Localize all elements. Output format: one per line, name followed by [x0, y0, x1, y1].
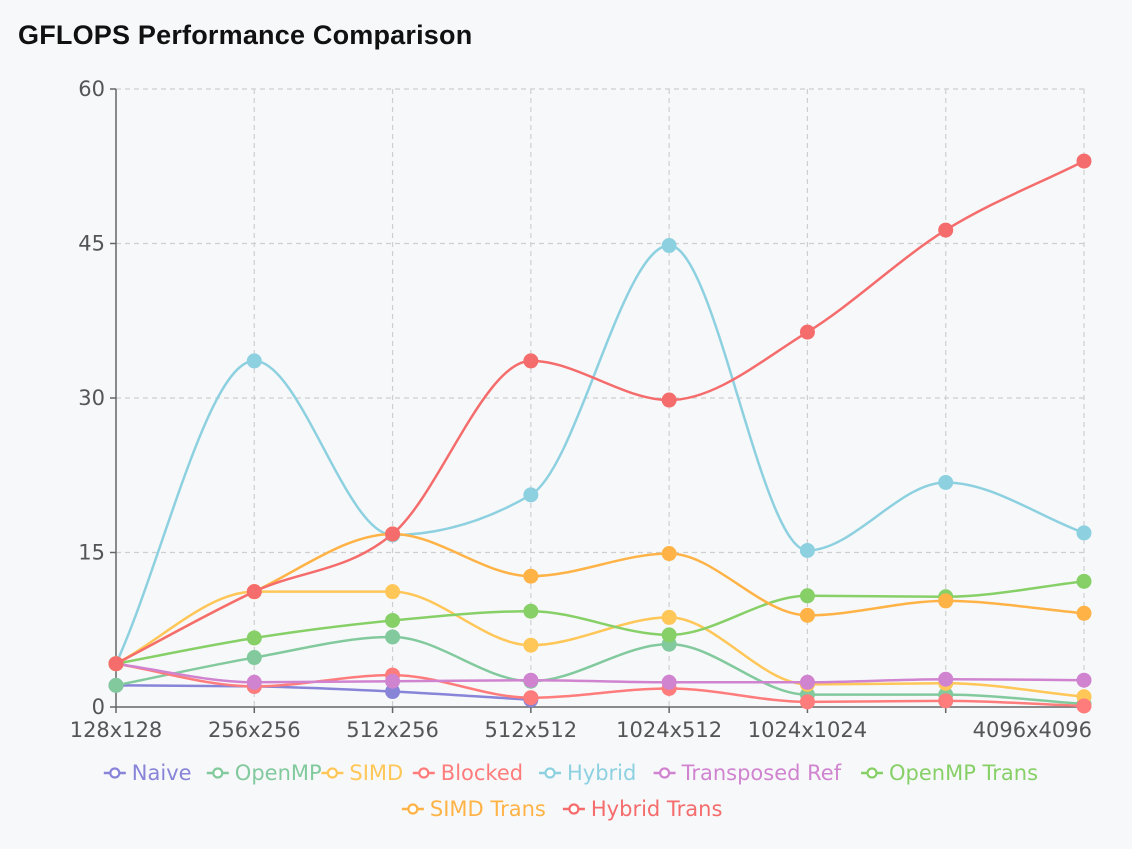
legend-swatch-dot [326, 767, 338, 779]
series-hybrid [108, 238, 1092, 672]
data-point-hybrid-trans [661, 392, 677, 408]
x-tick-label: 512x256 [346, 718, 439, 742]
series-line-openmp [115, 635, 1085, 706]
data-point-hybrid-trans [1076, 153, 1092, 169]
data-point-hybrid-trans [108, 656, 124, 672]
legend-label: Hybrid Trans [591, 797, 723, 821]
data-point-hybrid-trans [938, 222, 954, 238]
legend-label: Blocked [441, 761, 523, 785]
legend-label: SIMD [349, 761, 403, 785]
legend-swatch-dot [658, 767, 671, 779]
data-point-openmp-trans [246, 630, 262, 646]
data-point-simd [523, 637, 539, 653]
data-point-simd-trans [799, 607, 815, 623]
data-point-hybrid-trans [523, 353, 539, 369]
data-point-openmp-trans [799, 588, 815, 604]
data-point-blocked [799, 694, 815, 710]
data-point-transposed-ref [799, 674, 815, 690]
legend-item-simd-trans[interactable]: SIMD Trans [401, 797, 546, 821]
legend-item-openmp-trans[interactable]: OpenMP Trans [861, 761, 1038, 785]
y-tick-label: 60 [78, 77, 105, 101]
legend-item-blocked[interactable]: Blocked [412, 761, 523, 785]
series-line-hybrid-trans [115, 159, 1085, 665]
data-point-simd-trans [938, 593, 954, 609]
legend-label: Naive [132, 761, 192, 785]
series-line-blocked [115, 662, 1085, 708]
data-point-hybrid [1076, 525, 1092, 541]
legend-item-openmp[interactable]: OpenMP [206, 761, 322, 785]
data-point-blocked [523, 690, 539, 706]
data-point-simd-trans [523, 568, 539, 584]
legend[interactable]: Naive OpenMP SIMD Blocked Hybrid Transposed R… [103, 761, 1038, 821]
x-tick-label: 256x256 [208, 718, 301, 742]
legend-item-transposed-ref[interactable]: Transposed Ref [653, 761, 842, 785]
legend-swatch-dot [544, 767, 556, 779]
x-tick-label: 128x128 [70, 718, 163, 742]
data-point-openmp [246, 650, 262, 666]
series-line-openmp-trans [115, 580, 1085, 665]
data-point-hybrid-trans [246, 584, 262, 600]
legend-swatch-dot [212, 767, 224, 779]
legend-item-hybrid-trans[interactable]: Hybrid Trans [562, 797, 723, 821]
x-tick-label: 1024x1024 [748, 718, 867, 742]
legend-swatch-dot [407, 803, 419, 815]
data-point-simd [661, 609, 677, 625]
data-point-openmp-trans [523, 603, 539, 619]
data-point-hybrid [799, 542, 815, 558]
legend-swatch-dot [109, 767, 121, 779]
legend-swatch-dot [866, 767, 878, 779]
data-point-hybrid [661, 238, 677, 254]
legend-label: OpenMP [235, 761, 322, 785]
data-point-hybrid-trans [799, 324, 815, 340]
data-point-transposed-ref [523, 672, 539, 688]
series-blocked [108, 656, 1092, 714]
data-point-transposed-ref [1076, 672, 1092, 688]
data-point-hybrid [938, 474, 954, 490]
data-point-blocked [1076, 698, 1092, 714]
legend-label: SIMD Trans [430, 797, 546, 821]
data-point-simd-trans [661, 546, 677, 562]
x-tick-label: 512x512 [485, 718, 578, 742]
x-tick-label: 1024x512 [616, 718, 722, 742]
data-point-blocked [938, 693, 954, 709]
data-point-openmp [385, 629, 401, 645]
y-tick-label: 15 [78, 541, 105, 565]
series-lines [108, 153, 1092, 714]
series-hybrid-trans [108, 153, 1092, 672]
legend-item-hybrid[interactable]: Hybrid [539, 761, 636, 785]
y-tick-label: 45 [78, 232, 105, 256]
data-point-openmp-trans [385, 612, 401, 628]
data-point-hybrid [523, 487, 539, 503]
legend-label: Hybrid [567, 761, 636, 785]
grid-lines [116, 88, 1085, 707]
axes: 0 15 30 45 60 128x128 256x256 512x256 512x512 102… [70, 77, 1092, 742]
legend-item-naive[interactable]: Naive [103, 761, 192, 785]
data-point-transposed-ref [246, 674, 262, 690]
y-tick-label: 0 [92, 695, 105, 719]
chart-title: GFLOPS Performance Comparison [18, 20, 473, 50]
data-point-simd [385, 584, 401, 600]
y-tick-label: 30 [78, 386, 105, 410]
series-line-simd [115, 590, 1085, 698]
data-point-transposed-ref [661, 674, 677, 690]
data-point-openmp-trans [1076, 573, 1092, 589]
series-line-naive [115, 684, 531, 702]
data-point-transposed-ref [938, 671, 954, 687]
data-point-openmp-trans [661, 627, 677, 643]
legend-item-simd[interactable]: SIMD [321, 761, 403, 785]
data-point-transposed-ref [385, 673, 401, 689]
legend-label: OpenMP Trans [889, 761, 1038, 785]
data-point-simd-trans [1076, 605, 1092, 621]
data-point-hybrid-trans [385, 526, 401, 542]
x-tick-label: 4096x4096 [973, 718, 1092, 742]
legend-swatch-dot [568, 803, 580, 815]
series-line-transposed-ref [115, 662, 1085, 684]
legend-swatch-dot [418, 767, 430, 779]
data-point-hybrid [246, 353, 262, 369]
data-point-openmp [108, 677, 124, 693]
legend-label: Transposed Ref [681, 761, 842, 785]
